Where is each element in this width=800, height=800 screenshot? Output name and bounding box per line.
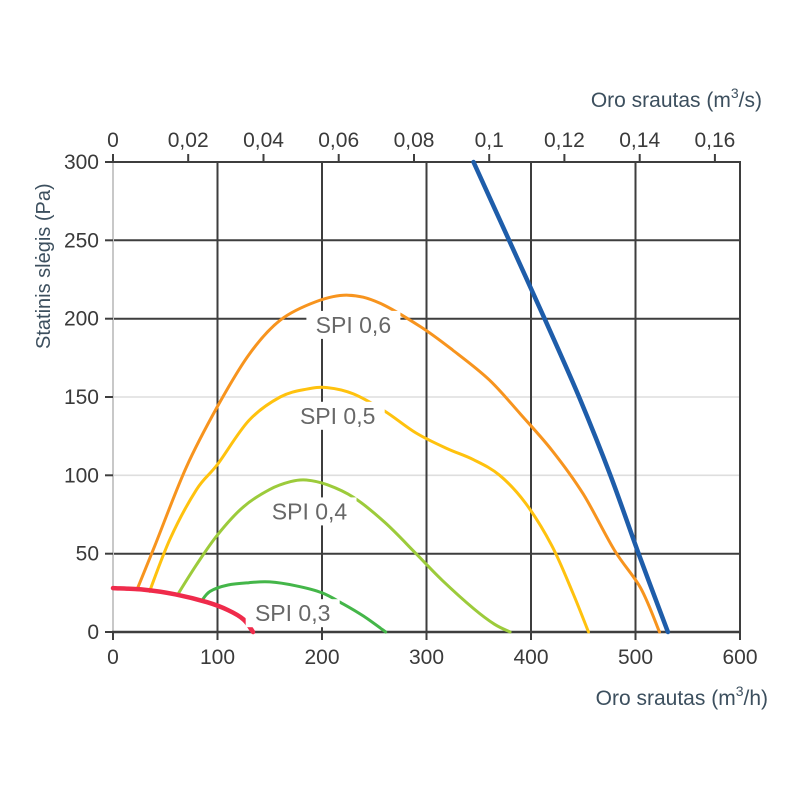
- curve-label: SPI 0,5: [300, 403, 375, 429]
- left-tick-label: 150: [64, 386, 99, 409]
- curve-surge-limit: [110, 585, 256, 635]
- bottom-tick-label: 600: [722, 646, 757, 669]
- curve-label: SPI 0,6: [316, 312, 391, 338]
- bottom-axis-title-text: Oro srautas (m: [595, 687, 736, 710]
- top-tick-label: 0,02: [168, 129, 209, 152]
- top-axis-title-sup: 3: [730, 85, 739, 101]
- top-tick-label: 0,14: [619, 129, 660, 152]
- top-axis-title-unit: /s): [738, 89, 762, 112]
- curve-spi-0-3: [200, 580, 388, 634]
- top-tick-label: 0,06: [318, 129, 359, 152]
- top-tick-label: 0,04: [243, 129, 284, 152]
- curve-label: SPI 0,3: [255, 600, 330, 626]
- left-tick-label: 100: [64, 464, 99, 487]
- top-tick-label: 0,12: [544, 129, 585, 152]
- bottom-tick-label: 0: [107, 646, 119, 669]
- curve-spi-0-4: [176, 478, 512, 634]
- top-axis-title: Oro srautas (m3/s): [590, 85, 762, 113]
- bottom-tick-label: 300: [409, 646, 444, 669]
- curve-spi-0-6: [135, 293, 661, 634]
- bottom-tick-label: 500: [618, 646, 653, 669]
- curve-label: SPI 0,4: [272, 498, 348, 524]
- top-tick-label: 0,16: [694, 129, 735, 152]
- bottom-axis-title-sup: 3: [735, 683, 744, 699]
- bottom-tick-label: 100: [200, 646, 235, 669]
- bottom-axis-title-unit: /h): [743, 687, 768, 710]
- left-tick-label: 300: [64, 151, 99, 174]
- bottom-tick-label: 200: [304, 646, 339, 669]
- bottom-tick-label: 400: [513, 646, 548, 669]
- curve-operating-limit: [471, 159, 671, 635]
- top-tick-label: 0,08: [394, 129, 435, 152]
- left-tick-label: 50: [76, 543, 99, 566]
- top-tick-label: 0: [107, 129, 119, 152]
- grid: [113, 162, 740, 632]
- curves: [110, 159, 671, 635]
- left-tick-label: 200: [64, 308, 99, 331]
- top-axis-title-text: Oro srautas (m: [590, 89, 731, 112]
- curve-label-backing: [245, 599, 340, 628]
- curve-labels: SPI 0,6 SPI 0,5 SPI 0,4 SPI 0,3: [245, 310, 401, 628]
- curve-label-backing: [262, 497, 357, 526]
- bottom-axis-title: Oro srautas (m3/h): [595, 683, 768, 711]
- curve-spi-0-5: [148, 385, 590, 634]
- curve-label-backing: [306, 310, 401, 339]
- left-tick-label: 0: [87, 621, 99, 644]
- axis-ticks: 0 100 200 300 400 500 600 0 50 100 150 200 250 300 0 0,…: [64, 129, 758, 669]
- top-tick-label: 0,1: [475, 129, 504, 152]
- left-tick-label: 250: [64, 229, 99, 252]
- curve-label-backing: [290, 401, 385, 430]
